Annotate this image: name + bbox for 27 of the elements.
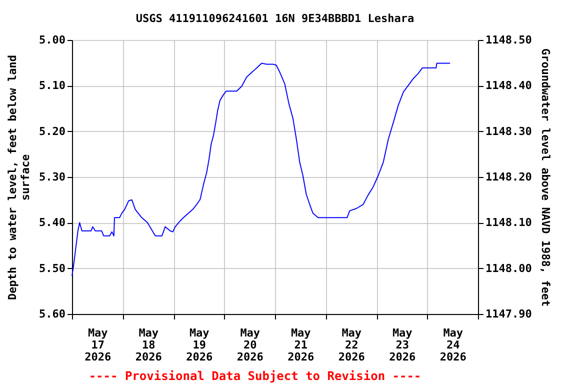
y-tick-label: 5.20 xyxy=(39,124,66,138)
x-tick-label: May 21 2026 xyxy=(288,326,314,364)
y-tick-label: 5.60 xyxy=(39,308,66,320)
x-tick-label: May 18 2026 xyxy=(135,326,162,364)
y-axis-title: Depth to water level, feet below land surface xyxy=(6,54,32,300)
y-tick-label: 5.00 xyxy=(39,34,66,46)
y2-tick-label: 1148.30 xyxy=(486,124,532,138)
x-tick-label: May 24 2026 xyxy=(440,326,467,364)
x-tick-label: May 19 2026 xyxy=(186,326,213,364)
y2-axis-title: Groundwater level above NAVD 1988, feet xyxy=(538,48,552,307)
y2-tick-label: 1148.40 xyxy=(486,79,532,92)
y2-tick-label: 1147.90 xyxy=(486,308,532,320)
y2-tick-label: 1148.00 xyxy=(486,262,532,275)
y-tick-label: 5.10 xyxy=(39,79,66,92)
x-tick-label: May 23 2026 xyxy=(389,326,416,364)
x-tick-label: May 17 2026 xyxy=(84,326,112,364)
text: ---- Provisional Data Subject to Revision ---- xyxy=(88,369,422,383)
y-tick-label: 5.50 xyxy=(39,262,66,275)
x-tick-label: May 20 2026 xyxy=(236,326,264,364)
y2-tick-label: 1148.50 xyxy=(486,34,532,46)
line-series xyxy=(72,62,451,277)
chart-title: USGS 411911096241601 16N 9E34BBBD1 Leshara xyxy=(136,12,414,25)
y2-tick-label: 1148.10 xyxy=(486,216,532,230)
y2-tick-label: 1148.20 xyxy=(486,170,532,184)
y-tick-label: 5.40 xyxy=(39,216,66,230)
y-tick-label: 5.30 xyxy=(39,170,66,184)
x-tick-label: May 22 2026 xyxy=(338,326,366,364)
